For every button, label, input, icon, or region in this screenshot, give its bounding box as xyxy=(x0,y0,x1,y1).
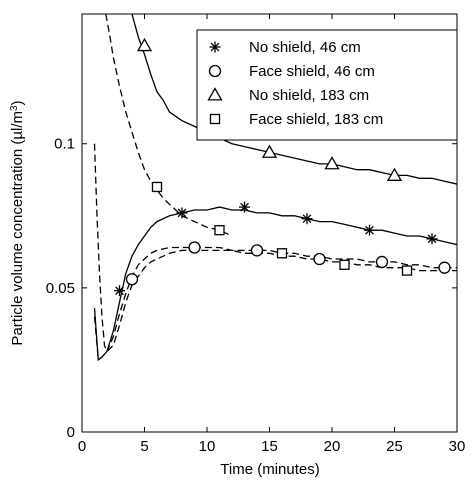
x-tick-label-4: 20 xyxy=(324,438,341,455)
marker-asterisk-0-0 xyxy=(114,285,125,297)
marker-asterisk-0-2-stroke-3 xyxy=(240,202,249,212)
marker-square-3-3 xyxy=(339,259,350,270)
legend-label-face-shield-46: Face shield, 46 cm xyxy=(249,63,375,80)
marker-layer xyxy=(114,37,451,297)
marker-square-3-0 xyxy=(151,181,163,193)
marker-asterisk-0-5 xyxy=(426,233,438,245)
y-axis-label-exp: 3 xyxy=(9,105,20,111)
y-axis-label-unit: µl/m xyxy=(9,111,26,140)
marker-circle-1-0 xyxy=(125,273,139,286)
marker-circle-1-1 xyxy=(188,241,201,254)
legend: No shield, 46 cm Face shield, 46 cm No s… xyxy=(196,29,458,141)
x-axis-label: Time (minutes) xyxy=(220,461,319,478)
marker-triangle-2-3 xyxy=(324,156,340,170)
x-tick-label-2: 10 xyxy=(199,438,216,455)
marker-triangle-2-0 xyxy=(136,37,153,52)
marker-asterisk-0-2 xyxy=(239,201,250,213)
x-tick-label-3: 15 xyxy=(261,438,278,455)
x-tick-label-0: 0 xyxy=(78,438,86,455)
legend-label-face-shield-183: Face shield, 183 cm xyxy=(249,111,383,128)
legend-marker-asterisk-stroke-3 xyxy=(210,42,220,52)
legend-marker-circle xyxy=(208,64,222,78)
marker-asterisk-0-3 xyxy=(301,213,313,225)
marker-square-3-2 xyxy=(276,248,288,259)
legend-label-no-shield-183: No shield, 183 cm xyxy=(249,87,369,104)
y-axis-label: Particle volume concentration (µl/m3) xyxy=(9,100,26,345)
legend-marker-triangle xyxy=(207,87,223,101)
legend-label-no-shield-46: No shield, 46 cm xyxy=(249,39,361,56)
marker-asterisk-0-4-stroke-3 xyxy=(365,225,374,235)
legend-markers xyxy=(207,41,223,125)
y-axis-label-main: Particle volume concentration ( xyxy=(9,140,26,346)
marker-square-3-4 xyxy=(401,265,413,276)
marker-triangle-2-2 xyxy=(261,144,278,158)
marker-circle-1-3 xyxy=(313,252,326,266)
tick-layer: 0 5 10 15 20 25 30 0 0.05 0.1 xyxy=(46,14,466,455)
y-tick-label-0: 0 xyxy=(67,424,75,441)
x-tick-label-1: 5 xyxy=(140,438,148,455)
marker-asterisk-0-5-stroke-3 xyxy=(427,234,437,244)
marker-square-3-1 xyxy=(214,225,225,236)
marker-asterisk-0-0-stroke-3 xyxy=(115,286,124,296)
series-line-0 xyxy=(93,206,457,362)
marker-asterisk-0-1-stroke-3 xyxy=(177,208,187,218)
legend-marker-asterisk xyxy=(209,41,221,53)
marker-asterisk-0-4 xyxy=(364,224,375,236)
legend-box xyxy=(196,29,458,141)
marker-circle-1-5 xyxy=(438,261,451,274)
marker-circle-1-2 xyxy=(250,244,264,257)
marker-asterisk-0-3-stroke-3 xyxy=(302,214,312,224)
y-tick-label-2: 0.1 xyxy=(54,136,75,153)
marker-triangle-2-4 xyxy=(386,167,403,181)
marker-circle-1-4 xyxy=(375,255,389,269)
y-tick-label-1: 0.05 xyxy=(46,280,75,297)
y-axis-label-close: ) xyxy=(9,100,26,105)
x-tick-label-6: 30 xyxy=(449,438,466,455)
legend-marker-square xyxy=(209,113,221,125)
x-tick-label-5: 25 xyxy=(386,438,403,455)
marker-asterisk-0-1 xyxy=(176,207,188,219)
